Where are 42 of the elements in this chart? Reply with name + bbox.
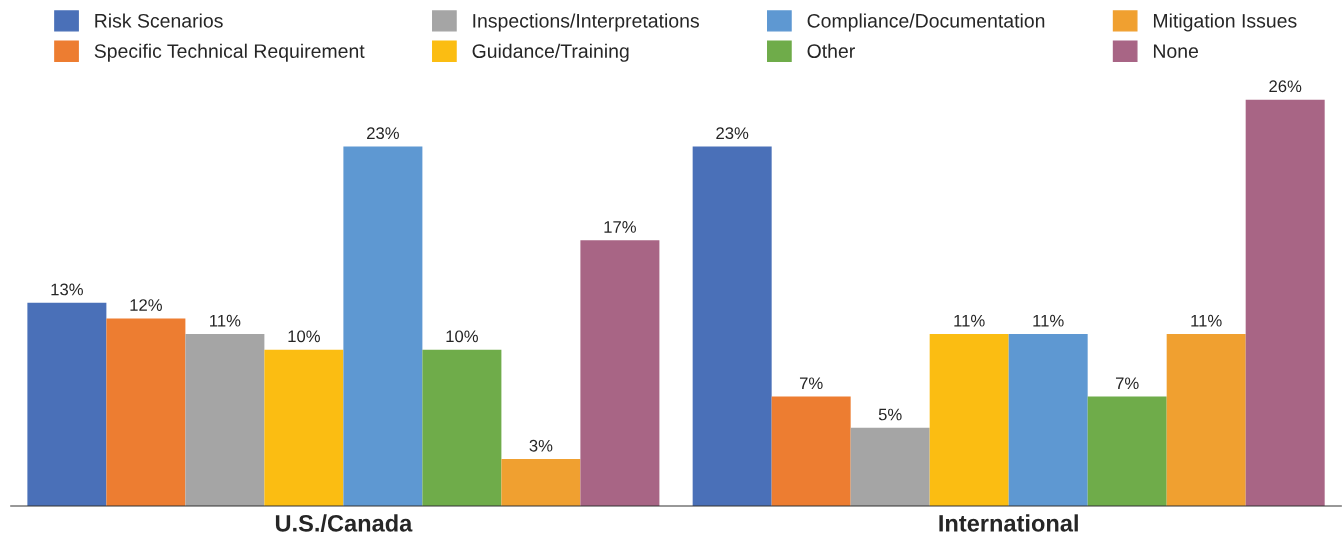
data-label: 7% [799,377,823,390]
data-label: 5% [878,408,902,421]
bar [343,146,423,506]
bar [1008,334,1088,506]
data-label: 23% [716,127,749,140]
bar [106,318,186,506]
legend-label: Other [807,43,855,58]
bar [771,396,851,506]
bar [27,302,107,506]
bar [264,349,344,506]
data-label: 10% [288,330,320,343]
data-label: 11% [1033,314,1064,327]
data-label: 13% [51,283,83,296]
bar [1245,99,1325,506]
data-label: 23% [367,127,399,140]
bar [929,334,1009,506]
bar [1087,396,1167,506]
data-label: 26% [1269,80,1302,93]
bar [501,459,581,506]
bar [185,334,265,506]
data-label: 10% [446,330,478,343]
data-label: 3% [529,439,553,452]
bar [1166,334,1246,506]
legend-label: Risk Scenarios [95,13,223,28]
bar [580,240,660,506]
x-tick-label: U.S./Canada [275,514,413,532]
x-tick-label: International [939,514,1078,532]
data-label: 12% [130,299,162,311]
data-label: 17% [604,221,636,233]
bar [422,349,502,506]
data-label: 7% [1115,377,1139,390]
legend-label: Compliance/Documentation [807,13,1045,32]
bar [692,146,772,506]
bar [850,427,930,506]
legend-label: Specific Technical Requirement [94,43,365,62]
data-label: 11% [954,314,985,327]
data-label: 11% [1191,314,1222,327]
legend-label: None [1153,44,1199,58]
legend-label: Guidance/Training [472,43,629,62]
legend-label: Mitigation Issues [1153,13,1297,32]
data-label: 11% [210,314,241,327]
legend-label: Inspections/Interpretations [473,13,699,32]
